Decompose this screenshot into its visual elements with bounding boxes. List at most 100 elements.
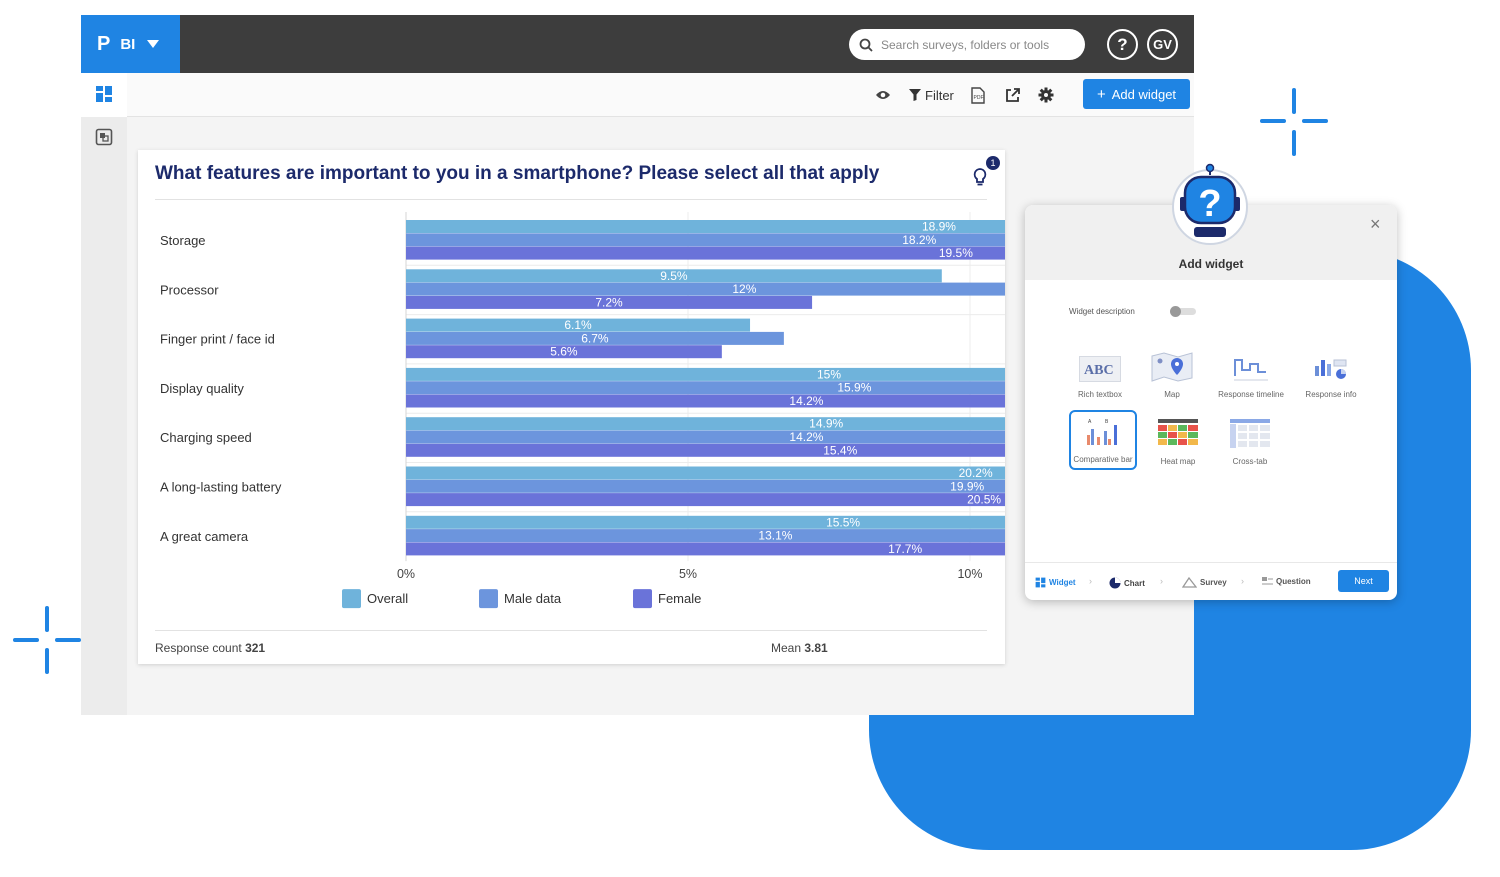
data-label: 13.1% [758,529,792,543]
data-label: 9.5% [660,269,688,283]
help-button[interactable]: ? [1107,29,1138,60]
bar [406,417,1005,431]
chart-widget-card[interactable]: What features are important to you in a … [138,150,1005,664]
legend-swatch [479,589,498,609]
lightbulb-icon[interactable] [973,167,987,187]
tile-label: Rich textbox [1077,390,1123,399]
dashboard-toolbar: Filter PDF + Add widget [127,73,1194,117]
next-button[interactable]: Next [1338,570,1389,592]
modal-title: Add widget [1178,257,1244,271]
bar [406,542,1005,556]
tile-map[interactable]: Map [1138,343,1206,403]
legend-label: Male data [504,591,562,606]
pie-chart-icon [1109,577,1121,589]
data-label: 14.9% [809,417,843,431]
widget-frame-icon[interactable] [95,128,113,146]
bar [406,466,1005,480]
category-label: Display quality [160,381,244,396]
add-widget-label: Add widget [1111,86,1177,102]
tile-label: Heat map [1160,457,1196,466]
robot-mascot-icon: ? [1172,163,1248,245]
legend-label: Female [658,591,701,606]
legend-swatch [342,589,361,609]
data-label: 6.1% [564,318,592,332]
bar [406,220,1005,233]
svg-text:A: A [1088,419,1092,425]
bar [406,331,784,345]
response-count-value: 321 [245,641,266,655]
x-tick-label: 0% [397,567,415,581]
dashboard-icon [1035,577,1046,588]
svg-text:B: B [1105,419,1109,425]
tile-response-info[interactable]: Response info [1296,343,1366,403]
tile-comparative-bar[interactable]: A B Comparative bar [1069,410,1137,470]
tile-rich-textbox[interactable]: ABC Rich textbox [1066,343,1134,403]
category-label: A long-lasting battery [160,480,282,495]
widget-title: What features are important to you in a … [155,163,880,184]
step-widget[interactable]: Widget [1035,577,1076,588]
tile-label: Response info [1305,390,1357,399]
info-chart-icon [1315,359,1347,379]
data-label: 19.9% [950,479,984,493]
bar [406,515,1005,529]
pdf-icon: PDF [971,86,985,104]
tile-response-timeline[interactable]: Response timeline [1216,343,1286,403]
tile-label: Map [1164,390,1180,399]
close-icon[interactable]: × [1370,214,1381,234]
tile-label: Comparative bar [1073,455,1133,464]
data-label: 6.7% [581,331,609,345]
tile-cross-tab[interactable]: Cross-tab [1216,410,1284,470]
category-label: Charging speed [160,430,252,445]
preview-button[interactable] [875,85,891,105]
widget-description-toggle[interactable] [1170,306,1196,317]
step-label: Chart [1124,578,1145,588]
x-tick-label: 10% [957,567,982,581]
filter-icon [909,89,921,101]
bar [406,269,942,283]
step-label: Question [1276,577,1311,586]
map-icon [1151,352,1193,382]
avatar[interactable]: GV [1147,29,1178,60]
pdf-button[interactable]: PDF [971,85,985,105]
step-survey[interactable]: Survey [1182,577,1227,588]
tile-label: Cross-tab [1232,457,1268,466]
dashboard-icon[interactable] [95,85,113,103]
bar [406,246,1005,260]
svg-text:PDF: PDF [974,95,984,101]
response-count-label: Response count [155,641,242,655]
sparkle-icon [1260,88,1328,156]
response-count: Response count 321 [155,641,265,655]
bar [406,381,1005,395]
product-switcher[interactable]: P BI [81,15,180,73]
legend-label: Overall [367,591,408,606]
cross-tab-icon [1230,419,1270,448]
comparative-bar-chart: 18.9%18.2%19.5% 9.5% 12% 7.2%6.1%6.7%5.6% 15… [160,212,1005,609]
chevron-right-icon: › [1089,576,1092,586]
step-question[interactable]: Question [1262,577,1311,586]
data-label: 15.4% [823,443,857,457]
search-input[interactable]: Search surveys, folders or tools [849,29,1085,60]
data-label: 15% [817,367,841,381]
chevron-right-icon: › [1241,576,1244,586]
rail-active-bg [81,73,127,117]
step-label: Survey [1200,578,1227,587]
left-rail [81,73,127,715]
settings-button[interactable] [1038,85,1054,105]
share-button[interactable] [1005,85,1021,105]
mean-value: 3.81 [804,641,828,655]
timeline-icon [1234,359,1268,381]
svg-text:ABC: ABC [1084,363,1114,378]
step-chart[interactable]: Chart [1109,577,1145,589]
tile-heat-map[interactable]: Heat map [1144,410,1212,470]
insight-count-badge: 1 [986,156,1000,170]
bar [406,493,1005,507]
widget-description-label: Widget description [1069,307,1135,316]
filter-button[interactable]: Filter [909,85,954,105]
divider [155,630,987,631]
add-widget-button[interactable]: + Add widget [1083,79,1190,109]
search-icon [859,38,873,52]
data-label: 17.7% [888,542,922,556]
svg-text:?: ? [1198,183,1221,225]
comparative-bar-icon: A B [1087,419,1117,445]
bar [406,394,1005,408]
